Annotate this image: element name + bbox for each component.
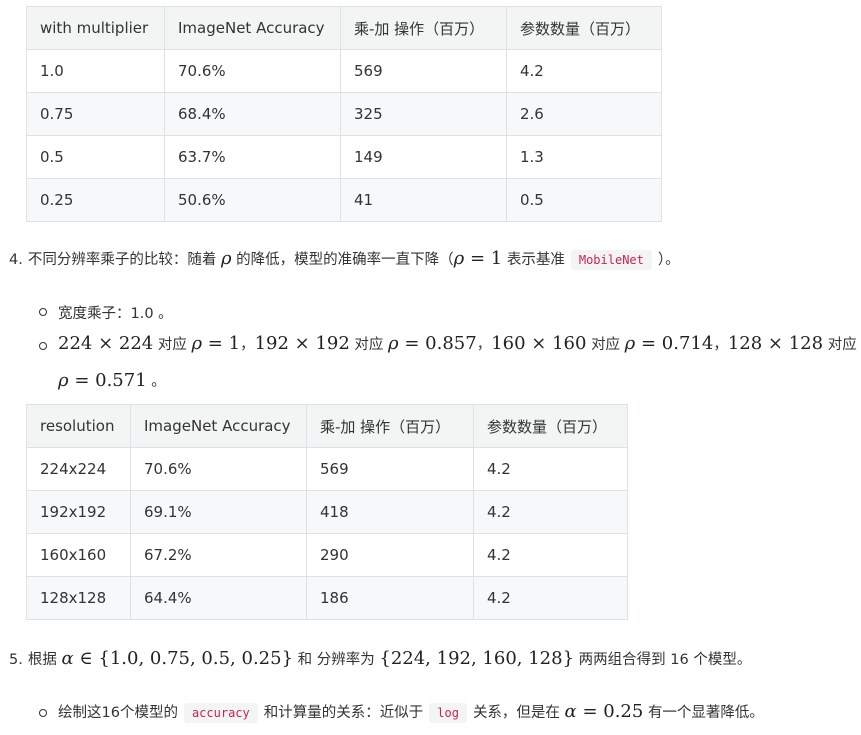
math-expression: 160 × 160 xyxy=(491,333,587,354)
table-cell: 0.25 xyxy=(26,178,165,222)
header-cell: ImageNet Accuracy xyxy=(164,6,341,50)
bullet-icon xyxy=(39,709,47,717)
math-expression: 128 × 128 xyxy=(727,333,824,354)
header-cell: 参数数量（百万） xyxy=(506,6,662,50)
table-row: 224x224 70.6% 569 4.2 xyxy=(26,447,628,491)
table-header-row: with multiplier ImageNet Accuracy 乘-加 操作… xyxy=(26,6,662,50)
math-expression: ρ = 1 xyxy=(191,333,241,354)
table-cell: 4.2 xyxy=(506,49,662,93)
table-cell: 186 xyxy=(306,576,474,620)
math-expression: ρ = 1 xyxy=(453,248,503,269)
table-row: 1.0 70.6% 569 4.2 xyxy=(26,49,662,93)
table-cell: 68.4% xyxy=(164,92,341,136)
item-text: 有一个显著降低。 xyxy=(647,705,764,721)
math-expression: ρ = 0.857 xyxy=(388,333,477,354)
item-text: 的降低，模型的准确率一直下降（ xyxy=(236,252,454,268)
table-cell: 290 xyxy=(306,533,474,577)
item-text: 对应 xyxy=(827,337,857,353)
math-expression: α = 0.25 xyxy=(564,701,644,722)
resolution-table: resolution ImageNet Accuracy 乘-加 操作（百万） … xyxy=(26,404,628,620)
table-row: 0.75 68.4% 325 2.6 xyxy=(26,92,662,136)
item-text: 两两组合得到 16 个模型。 xyxy=(578,652,752,668)
table-cell: 67.2% xyxy=(130,533,307,577)
item-text: 绘制这16个模型的 xyxy=(58,705,178,721)
list-item-resolution: 224 × 224 对应 ρ = 1，192 × 192 对应 ρ = 0.85… xyxy=(58,333,857,354)
list-item-plot: 绘制这16个模型的 accuracy 和计算量的关系：近似于 log 关系，但是在 α … xyxy=(58,701,764,723)
table-cell: 325 xyxy=(340,92,507,136)
table-cell: 0.75 xyxy=(26,92,165,136)
list-number: 5. xyxy=(9,652,23,668)
math-expression: 192 × 192 xyxy=(254,333,350,354)
header-cell: with multiplier xyxy=(26,6,165,50)
table-cell: 569 xyxy=(306,447,474,491)
math-expression: ρ = 0.714 xyxy=(624,333,714,354)
table-cell: 1.0 xyxy=(26,49,165,93)
item-text: 和 分辨率为 xyxy=(297,652,375,668)
math-expression: 224 × 224 xyxy=(58,333,154,354)
inline-code: MobileNet xyxy=(570,250,652,270)
table-cell: 569 xyxy=(340,49,507,93)
math-expression: ρ = 0.571 xyxy=(58,370,147,391)
table-cell: 0.5 xyxy=(506,178,662,222)
item-text: 表示基准 xyxy=(506,252,565,268)
table-cell: 4.2 xyxy=(473,490,628,534)
table-cell: 160x160 xyxy=(26,533,131,577)
multiplier-table: with multiplier ImageNet Accuracy 乘-加 操作… xyxy=(26,6,662,222)
table-cell: 418 xyxy=(306,490,474,534)
table-cell: 192x192 xyxy=(26,490,131,534)
list-item-width: 宽度乘子：1.0 。 xyxy=(58,302,173,323)
table-cell: 128x128 xyxy=(26,576,131,620)
table-cell: 70.6% xyxy=(130,447,307,491)
table-row: 0.25 50.6% 41 0.5 xyxy=(26,178,662,222)
header-cell: 乘-加 操作（百万） xyxy=(340,6,507,50)
list-item-5: 5. 根据 α ∈ {1.0, 0.75, 0.5, 0.25} 和 分辨率为 {… xyxy=(9,648,751,669)
list-item-resolution-cont: ρ = 0.571 。 xyxy=(58,370,166,391)
bullet-icon xyxy=(39,308,47,316)
table-cell: 63.7% xyxy=(164,135,341,179)
item-text: 关系，但是在 xyxy=(472,705,560,721)
item-text: 和计算量的关系：近似于 xyxy=(263,705,424,721)
math-symbol: ρ xyxy=(220,248,232,269)
separator: ， xyxy=(476,337,492,353)
math-expression: {224, 192, 160, 128} xyxy=(379,648,575,669)
header-cell: 乘-加 操作（百万） xyxy=(306,404,474,448)
table-cell: 149 xyxy=(340,135,507,179)
item-text: ）。 xyxy=(657,252,680,268)
inline-code: accuracy xyxy=(183,703,258,723)
table-header-row: resolution ImageNet Accuracy 乘-加 操作（百万） … xyxy=(26,404,628,448)
item-text: 。 xyxy=(151,374,166,390)
table-cell: 4.2 xyxy=(473,447,628,491)
item-text: 对应 xyxy=(591,337,621,353)
table-cell: 50.6% xyxy=(164,178,341,222)
table-cell: 4.2 xyxy=(473,576,628,620)
table-cell: 4.2 xyxy=(473,533,628,577)
table-cell: 64.4% xyxy=(130,576,307,620)
table-cell: 69.1% xyxy=(130,490,307,534)
separator: ， xyxy=(713,337,728,353)
table-cell: 0.5 xyxy=(26,135,165,179)
table-cell: 224x224 xyxy=(26,447,131,491)
table-row: 192x192 69.1% 418 4.2 xyxy=(26,490,628,534)
separator: ， xyxy=(240,337,255,353)
header-cell: ImageNet Accuracy xyxy=(130,404,307,448)
bullet-icon xyxy=(39,342,47,350)
item-text: 对应 xyxy=(354,337,384,353)
table-cell: 70.6% xyxy=(164,49,341,93)
item-text: 根据 xyxy=(27,652,57,668)
table-cell: 41 xyxy=(340,178,507,222)
item-text: 不同分辨率乘子的比较：随着 xyxy=(27,252,217,268)
table-cell: 1.3 xyxy=(506,135,662,179)
inline-code: log xyxy=(429,703,467,723)
table-row: 0.5 63.7% 149 1.3 xyxy=(26,135,662,179)
table-row: 128x128 64.4% 186 4.2 xyxy=(26,576,628,620)
table-cell: 2.6 xyxy=(506,92,662,136)
list-item-4: 4. 不同分辨率乘子的比较：随着 ρ 的降低，模型的准确率一直下降（ρ = 1 表… xyxy=(9,248,680,270)
table-row: 160x160 67.2% 290 4.2 xyxy=(26,533,628,577)
header-cell: 参数数量（百万） xyxy=(473,404,628,448)
header-cell: resolution xyxy=(26,404,131,448)
item-text: 对应 xyxy=(157,337,187,353)
math-expression: α ∈ {1.0, 0.75, 0.5, 0.25} xyxy=(61,648,294,669)
item-text: 宽度乘子：1.0 。 xyxy=(58,306,173,322)
list-number: 4. xyxy=(9,252,23,268)
